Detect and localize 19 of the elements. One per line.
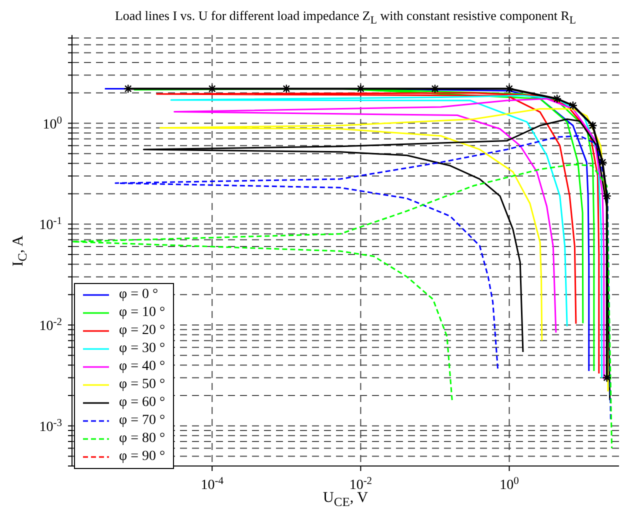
chart-title: Load lines I vs. U for different load impedance Z$_{L}$ with constant resistive component R$_{L}$ bbox=[114, 8, 578, 27]
legend-label: φ = 10 ° bbox=[119, 305, 166, 321]
x-tick-label: 10$^{-2}$ bbox=[349, 476, 372, 493]
y-tick-label: 10$^{-3}$ bbox=[39, 417, 62, 435]
y-tick-label: 10$^{-1}$ bbox=[39, 216, 62, 234]
y-tick-label: 10$^{-2}$ bbox=[39, 316, 62, 334]
legend-label: φ = 0 ° bbox=[119, 287, 158, 303]
legend-label: φ = 60 ° bbox=[119, 395, 166, 411]
x-tick-label: 10$^{0}$ bbox=[500, 476, 519, 493]
legend-label: φ = 20 ° bbox=[119, 323, 166, 339]
x-axis-title: U$_{CE}$, V bbox=[323, 490, 368, 509]
legend-label: φ = 90 ° bbox=[119, 449, 166, 465]
x-tick-label: 10$^{-4}$ bbox=[200, 476, 224, 493]
legend-label: φ = 50 ° bbox=[119, 377, 166, 393]
y-tick-label: 10$^{0}$ bbox=[42, 114, 62, 132]
legend-label: φ = 40 ° bbox=[119, 359, 166, 375]
legend-label: φ = 80 ° bbox=[119, 431, 166, 447]
legend-label: φ = 70 ° bbox=[119, 413, 166, 429]
legend-label: φ = 30 ° bbox=[119, 341, 166, 357]
